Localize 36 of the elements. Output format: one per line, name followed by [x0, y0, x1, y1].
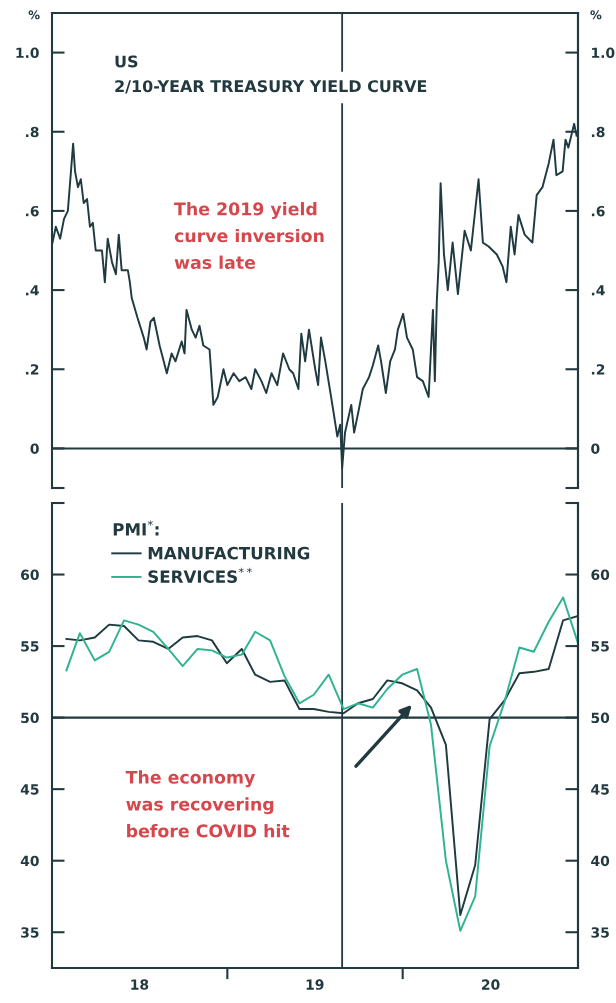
y-tick-label: 1.0: [16, 47, 39, 59]
text: US: [115, 55, 138, 68]
y-tick-label: 45: [20, 784, 39, 795]
y-tick-label: 60: [21, 569, 39, 581]
y2-tick-label: .4: [591, 285, 605, 296]
y-tick-label: 50: [21, 712, 39, 724]
y2-tick-label: 55: [591, 641, 609, 652]
y-tick-label: .6: [25, 205, 39, 217]
y2-tick-label: .2: [591, 364, 605, 375]
x-tick-label: 19: [306, 979, 324, 990]
y2-tick-label: 40: [591, 855, 610, 867]
y2-tick-label: 45: [591, 784, 609, 795]
y2-tick-label: .8: [591, 126, 605, 138]
annotation: The economy was recovering before COVID hit: [125, 770, 290, 838]
y-tick-label: 40: [20, 855, 39, 867]
legend-title: PMI$^{*}$:: [113, 520, 159, 536]
y2-tick-label: 1.0: [592, 47, 615, 59]
y-tick-label: 55: [21, 641, 39, 652]
y2-axis-title: %: [590, 10, 602, 20]
legend-label: SERVICES$^{**}$: [148, 567, 252, 583]
x-tick-label: 20: [482, 979, 500, 990]
legend-label: MANUFACTURING: [148, 546, 310, 560]
y2-tick-label: 60: [591, 569, 610, 581]
y-tick-label: 35: [21, 927, 39, 938]
x-tick-label: 18: [131, 979, 149, 990]
y2-tick-label: 35: [591, 927, 609, 938]
y-tick-label: .4: [25, 285, 39, 296]
annotation: The 2019 yield curve inversion was late: [174, 202, 324, 270]
y2-tick-label: 50: [591, 712, 610, 724]
y2-tick-label: .6: [591, 205, 605, 217]
y-tick-label: 0: [30, 443, 39, 454]
y-tick-label: .8: [25, 126, 39, 138]
text: 2/10-YEAR TREASURY YIELD CURVE: [115, 80, 427, 94]
y-tick-label: .2: [25, 364, 39, 375]
y2-tick-label: 0: [591, 443, 600, 454]
y-axis-title: %: [28, 10, 40, 20]
